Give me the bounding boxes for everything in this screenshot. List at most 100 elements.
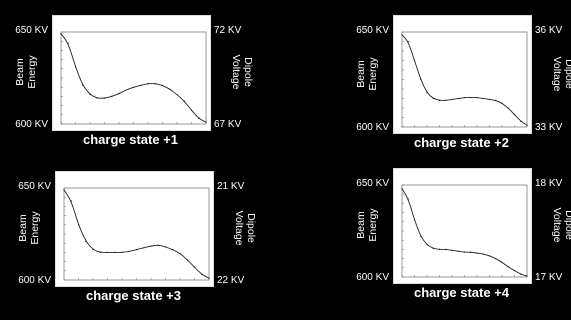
data-point: [407, 40, 409, 43]
data-point: [401, 34, 403, 36]
left-tick-top-4: 650 KV: [356, 178, 389, 189]
plot-area-1: [52, 15, 211, 131]
data-point: [154, 82, 156, 85]
data-point: [513, 269, 516, 272]
data-point: [193, 266, 196, 268]
right-tick-bottom-3: 22 KV: [217, 275, 245, 286]
data-point: [135, 249, 138, 251]
data-point: [147, 82, 149, 85]
left-tick-top-3: 650 KV: [18, 181, 51, 192]
left-axis-label-line1: Beam: [355, 59, 367, 88]
left-axis-label-line2: Energy: [26, 55, 38, 89]
left-axis-label-line1: Beam: [17, 214, 29, 242]
data-point: [501, 102, 503, 104]
data-point: [60, 33, 62, 35]
data-point: [407, 198, 409, 200]
data-point: [520, 273, 522, 275]
left-tick-bottom-1: 600 KV: [15, 119, 48, 130]
right-axis-label-line1: Dipole: [245, 213, 257, 243]
series-line-3: [63, 189, 210, 279]
data-point: [128, 250, 130, 253]
right-axis-label-line2: Voltage: [233, 210, 245, 246]
left-tick-bottom-2: 600 KV: [356, 122, 389, 133]
plot-svg-2: [401, 31, 528, 128]
left-axis-label-line2: Energy: [29, 211, 41, 245]
data-point: [114, 251, 116, 253]
left-axis-label-1: Beam Energy: [14, 42, 40, 102]
data-point: [438, 248, 441, 250]
right-tick-bottom-2: 33 KV: [535, 122, 563, 133]
data-point: [507, 266, 509, 268]
data-point: [413, 59, 416, 62]
data-point: [161, 84, 164, 86]
data-point: [143, 247, 145, 249]
data-point: [186, 259, 188, 261]
data-point: [426, 244, 428, 246]
data-point: [208, 277, 210, 279]
data-point: [179, 252, 181, 254]
data-point: [426, 92, 428, 94]
data-point: [92, 249, 94, 251]
data-point: [495, 99, 497, 101]
right-tick-top-4: 18 KV: [535, 178, 563, 189]
left-tick-bottom-4: 600 KV: [356, 272, 389, 283]
left-axis-label-2: Beam Energy: [355, 44, 381, 104]
right-axis-label-4: Dipole Voltage: [549, 195, 571, 255]
right-tick-top-2: 36 KV: [535, 25, 563, 36]
right-axis-label-3: Dipole Voltage: [231, 198, 257, 258]
data-point: [482, 97, 484, 100]
left-axis-label-line2: Energy: [367, 56, 379, 91]
plot-frame: [401, 184, 528, 278]
left-tick-top-1: 650 KV: [15, 25, 48, 36]
data-point: [140, 84, 142, 86]
right-axis-label-line2: Voltage: [230, 54, 242, 90]
data-point: [495, 258, 497, 260]
data-point: [96, 97, 98, 99]
chart-caption-3: charge state +3: [85, 288, 182, 303]
data-point: [488, 255, 491, 257]
left-tick-bottom-3: 600 KV: [18, 275, 51, 286]
data-point: [463, 251, 466, 253]
left-tick-top-2: 650 KV: [356, 25, 389, 36]
data-point: [106, 251, 109, 253]
right-tick-top-1: 72 KV: [214, 25, 242, 36]
data-point: [476, 252, 478, 254]
left-axis-label-line1: Beam: [355, 211, 367, 239]
plot-area-2: [393, 15, 532, 134]
data-point: [67, 42, 69, 44]
data-point: [176, 93, 178, 96]
data-point: [63, 189, 65, 191]
left-axis-label-line2: Energy: [367, 208, 379, 242]
chart-caption-2: charge state +2: [413, 135, 510, 150]
data-point: [99, 251, 101, 253]
data-point: [526, 275, 528, 277]
data-point: [150, 245, 152, 247]
data-point: [70, 200, 72, 202]
data-point: [121, 251, 123, 253]
right-axis-label-2: Dipole Voltage: [549, 44, 571, 104]
right-axis-label-line1: Dipole: [563, 58, 571, 89]
data-point: [520, 120, 522, 122]
plot-area-3: [55, 171, 214, 287]
data-point: [476, 96, 478, 99]
data-point: [157, 244, 159, 246]
data-point: [513, 114, 516, 116]
data-point: [103, 97, 106, 99]
data-point: [463, 96, 466, 99]
data-point: [85, 240, 87, 242]
data-point: [457, 97, 459, 100]
data-point: [125, 89, 127, 91]
series-line-1: [60, 33, 207, 123]
left-axis-label-4: Beam Energy: [355, 195, 381, 255]
data-point: [451, 98, 453, 101]
data-point: [488, 98, 491, 101]
data-point: [470, 251, 472, 253]
data-point: [420, 235, 422, 238]
data-point: [432, 97, 434, 100]
data-point: [413, 219, 416, 221]
plot-area-4: [393, 168, 532, 284]
data-point: [164, 246, 167, 248]
right-tick-top-3: 21 KV: [217, 181, 245, 192]
data-point: [451, 249, 453, 251]
data-point: [111, 95, 113, 97]
